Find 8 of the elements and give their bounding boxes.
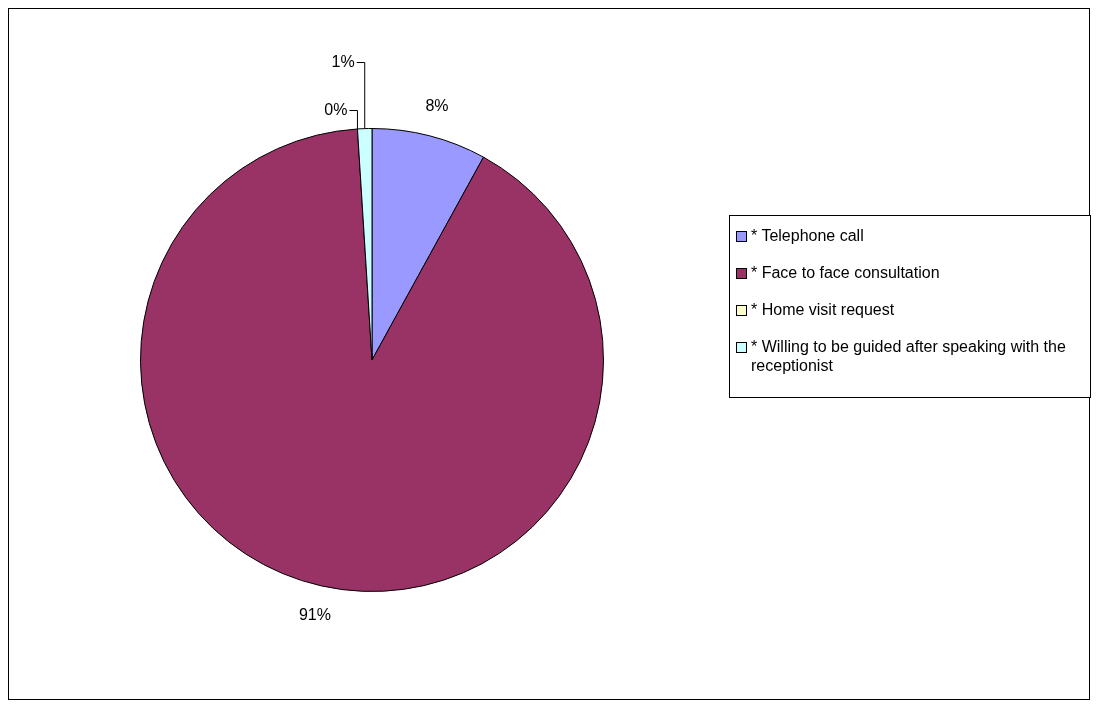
data-label: 8% [425,97,449,115]
legend-label: * Willing to be guided after speaking with the receptionist [751,337,1067,375]
data-label: 1% [331,52,355,70]
legend-label: * Home visit request [751,300,895,319]
legend-label: * Telephone call [751,226,864,245]
text: 0% [324,100,348,118]
data-label: 91% [298,605,331,623]
legend-label: * Face to face consultation [751,263,940,282]
